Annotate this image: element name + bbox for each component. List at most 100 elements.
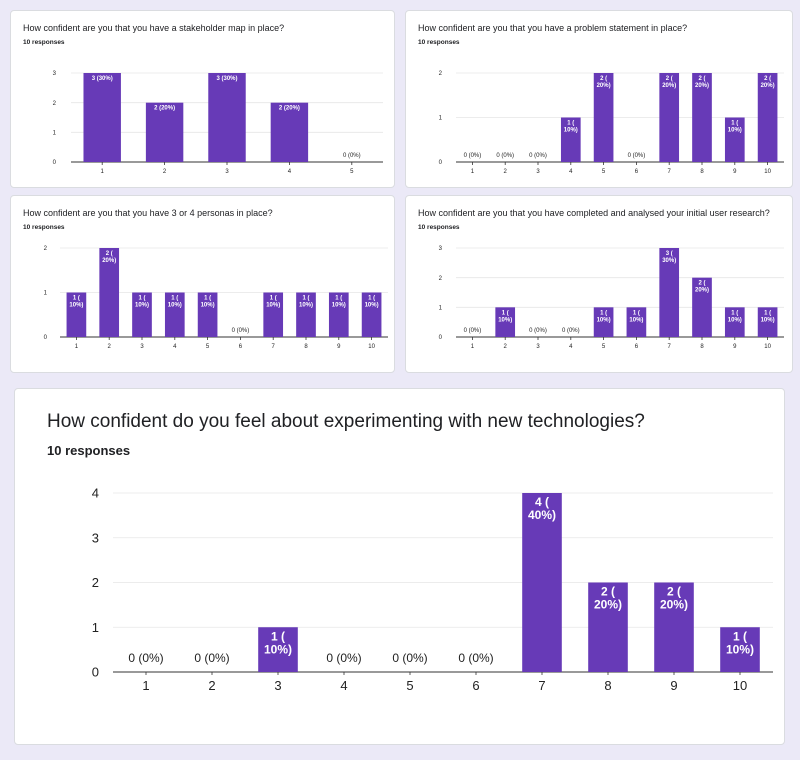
chart-card-user-research: How confident are you that you have comp… — [405, 195, 793, 373]
bar-data-label: 2 (20%) — [279, 106, 300, 112]
x-tick-label: 1 — [471, 344, 475, 350]
bar-data-label: 1 (10%) — [266, 296, 280, 309]
bar — [164, 292, 185, 337]
bar — [560, 117, 581, 162]
chart-card-personas: How confident are you that you have 3 or… — [10, 195, 395, 373]
bar-data-label: 2 (20%) — [695, 281, 709, 294]
bar-data-label: 1 (10%) — [299, 296, 313, 309]
y-tick-label: 1 — [439, 116, 443, 122]
x-tick-label: 4 — [173, 344, 177, 350]
x-tick-label: 5 — [602, 169, 606, 175]
bar-data-label: 1 (10%) — [332, 296, 346, 309]
bar-data-label: 2 (20%) — [594, 585, 622, 612]
x-tick-label: 4 — [340, 678, 347, 693]
question-title: How confident are you that you have a st… — [23, 23, 285, 33]
bar — [659, 248, 680, 337]
x-tick-label: 6 — [239, 344, 243, 350]
y-tick-label: 0 — [44, 335, 48, 341]
bar-data-label: 0 (0%) — [628, 153, 646, 159]
bar — [593, 307, 614, 337]
bar-data-label: 2 (20%) — [660, 585, 688, 612]
y-tick-label: 0 — [53, 160, 57, 166]
bar — [720, 627, 760, 672]
bar — [757, 73, 778, 162]
bar — [654, 582, 694, 672]
bar — [132, 292, 152, 337]
chart-card-stakeholder-map: How confident are you that you have a st… — [10, 10, 395, 188]
bar-data-label: 1 (10%) — [201, 296, 215, 309]
x-tick-label: 10 — [733, 678, 747, 693]
bar — [258, 627, 298, 672]
bar-data-label: 0 (0%) — [464, 153, 482, 159]
x-tick-label: 1 — [101, 169, 105, 175]
bar-data-label: 2 (20%) — [597, 76, 611, 89]
bar — [626, 307, 647, 337]
bar-data-label: 0 (0%) — [562, 328, 580, 334]
x-tick-label: 2 — [108, 344, 112, 350]
x-tick-label: 1 — [75, 344, 79, 350]
bar-data-label: 1 (10%) — [728, 121, 742, 134]
response-count: 10 responses — [23, 224, 65, 231]
question-title: How confident are you that you have 3 or… — [23, 208, 273, 218]
bar — [208, 73, 246, 162]
y-tick-label: 1 — [44, 291, 48, 297]
bar — [593, 73, 614, 162]
x-tick-label: 9 — [337, 344, 341, 350]
bar-data-label: 2 (20%) — [154, 106, 175, 112]
bar-data-label: 2 (20%) — [102, 251, 116, 264]
bar-chart: 0 1 2 3 1 3 (30%) 2 2 (20%) 3 3 (30%) 4 2 (20%) 5 0 (… — [53, 71, 383, 175]
x-tick-label: 5 — [206, 344, 210, 350]
bar-data-label: 0 (0%) — [464, 328, 482, 334]
bar-data-label: 0 (0%) — [392, 651, 427, 665]
x-tick-label: 10 — [764, 169, 771, 175]
x-tick-label: 4 — [288, 169, 292, 175]
x-tick-label: 9 — [733, 344, 737, 350]
x-tick-label: 7 — [272, 344, 276, 350]
bar — [724, 117, 745, 162]
x-tick-label: 6 — [472, 678, 479, 693]
bar-data-label: 2 (20%) — [695, 76, 709, 89]
x-tick-label: 8 — [700, 169, 704, 175]
y-tick-label: 2 — [44, 246, 48, 252]
bar-data-label: 4 (40%) — [528, 495, 556, 522]
y-tick-label: 1 — [92, 620, 99, 635]
question-title: How confident do you feel about experime… — [47, 411, 645, 432]
bar — [495, 307, 516, 337]
bar — [361, 292, 382, 337]
bar-data-label: 3 (30%) — [92, 76, 113, 82]
bar — [99, 248, 120, 337]
y-tick-label: 2 — [92, 575, 99, 590]
y-tick-label: 3 — [92, 530, 99, 545]
bar — [588, 582, 628, 672]
bar-data-label: 1 (10%) — [726, 629, 754, 656]
x-tick-label: 1 — [471, 169, 475, 175]
x-tick-label: 4 — [569, 344, 573, 350]
chart-card-problem-statement: How confident are you that you have a pr… — [405, 10, 793, 188]
bar-data-label: 1 (10%) — [761, 310, 775, 323]
bar — [270, 102, 309, 162]
bar-data-label: 1 (10%) — [365, 296, 379, 309]
x-tick-label: 1 — [142, 678, 149, 693]
x-tick-label: 7 — [538, 678, 545, 693]
bar-data-label: 3 (30%) — [216, 76, 237, 82]
bar — [659, 73, 680, 162]
x-tick-label: 9 — [733, 169, 737, 175]
bar-data-label: 2 (20%) — [761, 76, 775, 89]
bar-chart: 0 1 2 1 1 (10%) 2 2 (20%) 3 1 (10%) 4 1 (10%) 5 1 (1… — [44, 246, 388, 350]
response-count: 10 responses — [418, 224, 460, 231]
bar-data-label: 0 (0%) — [128, 651, 163, 665]
bar-data-label: 1 (10%) — [564, 121, 578, 134]
y-tick-label: 2 — [439, 276, 443, 282]
bar-data-label: 1 (10%) — [728, 310, 742, 323]
x-tick-label: 8 — [604, 678, 611, 693]
x-tick-label: 7 — [668, 169, 672, 175]
bar — [66, 292, 87, 337]
bar — [692, 277, 712, 337]
bar-data-label: 1 (10%) — [597, 310, 611, 323]
x-tick-label: 2 — [208, 678, 215, 693]
bar-data-label: 3 (30%) — [662, 251, 676, 264]
bar-chart: 0 1 2 1 0 (0%) 2 0 (0%) 3 0 (0%) 4 1 (10%) 5 2 (20%)… — [439, 71, 784, 175]
bar — [522, 493, 562, 672]
y-tick-label: 1 — [439, 305, 443, 311]
x-tick-label: 6 — [635, 169, 639, 175]
